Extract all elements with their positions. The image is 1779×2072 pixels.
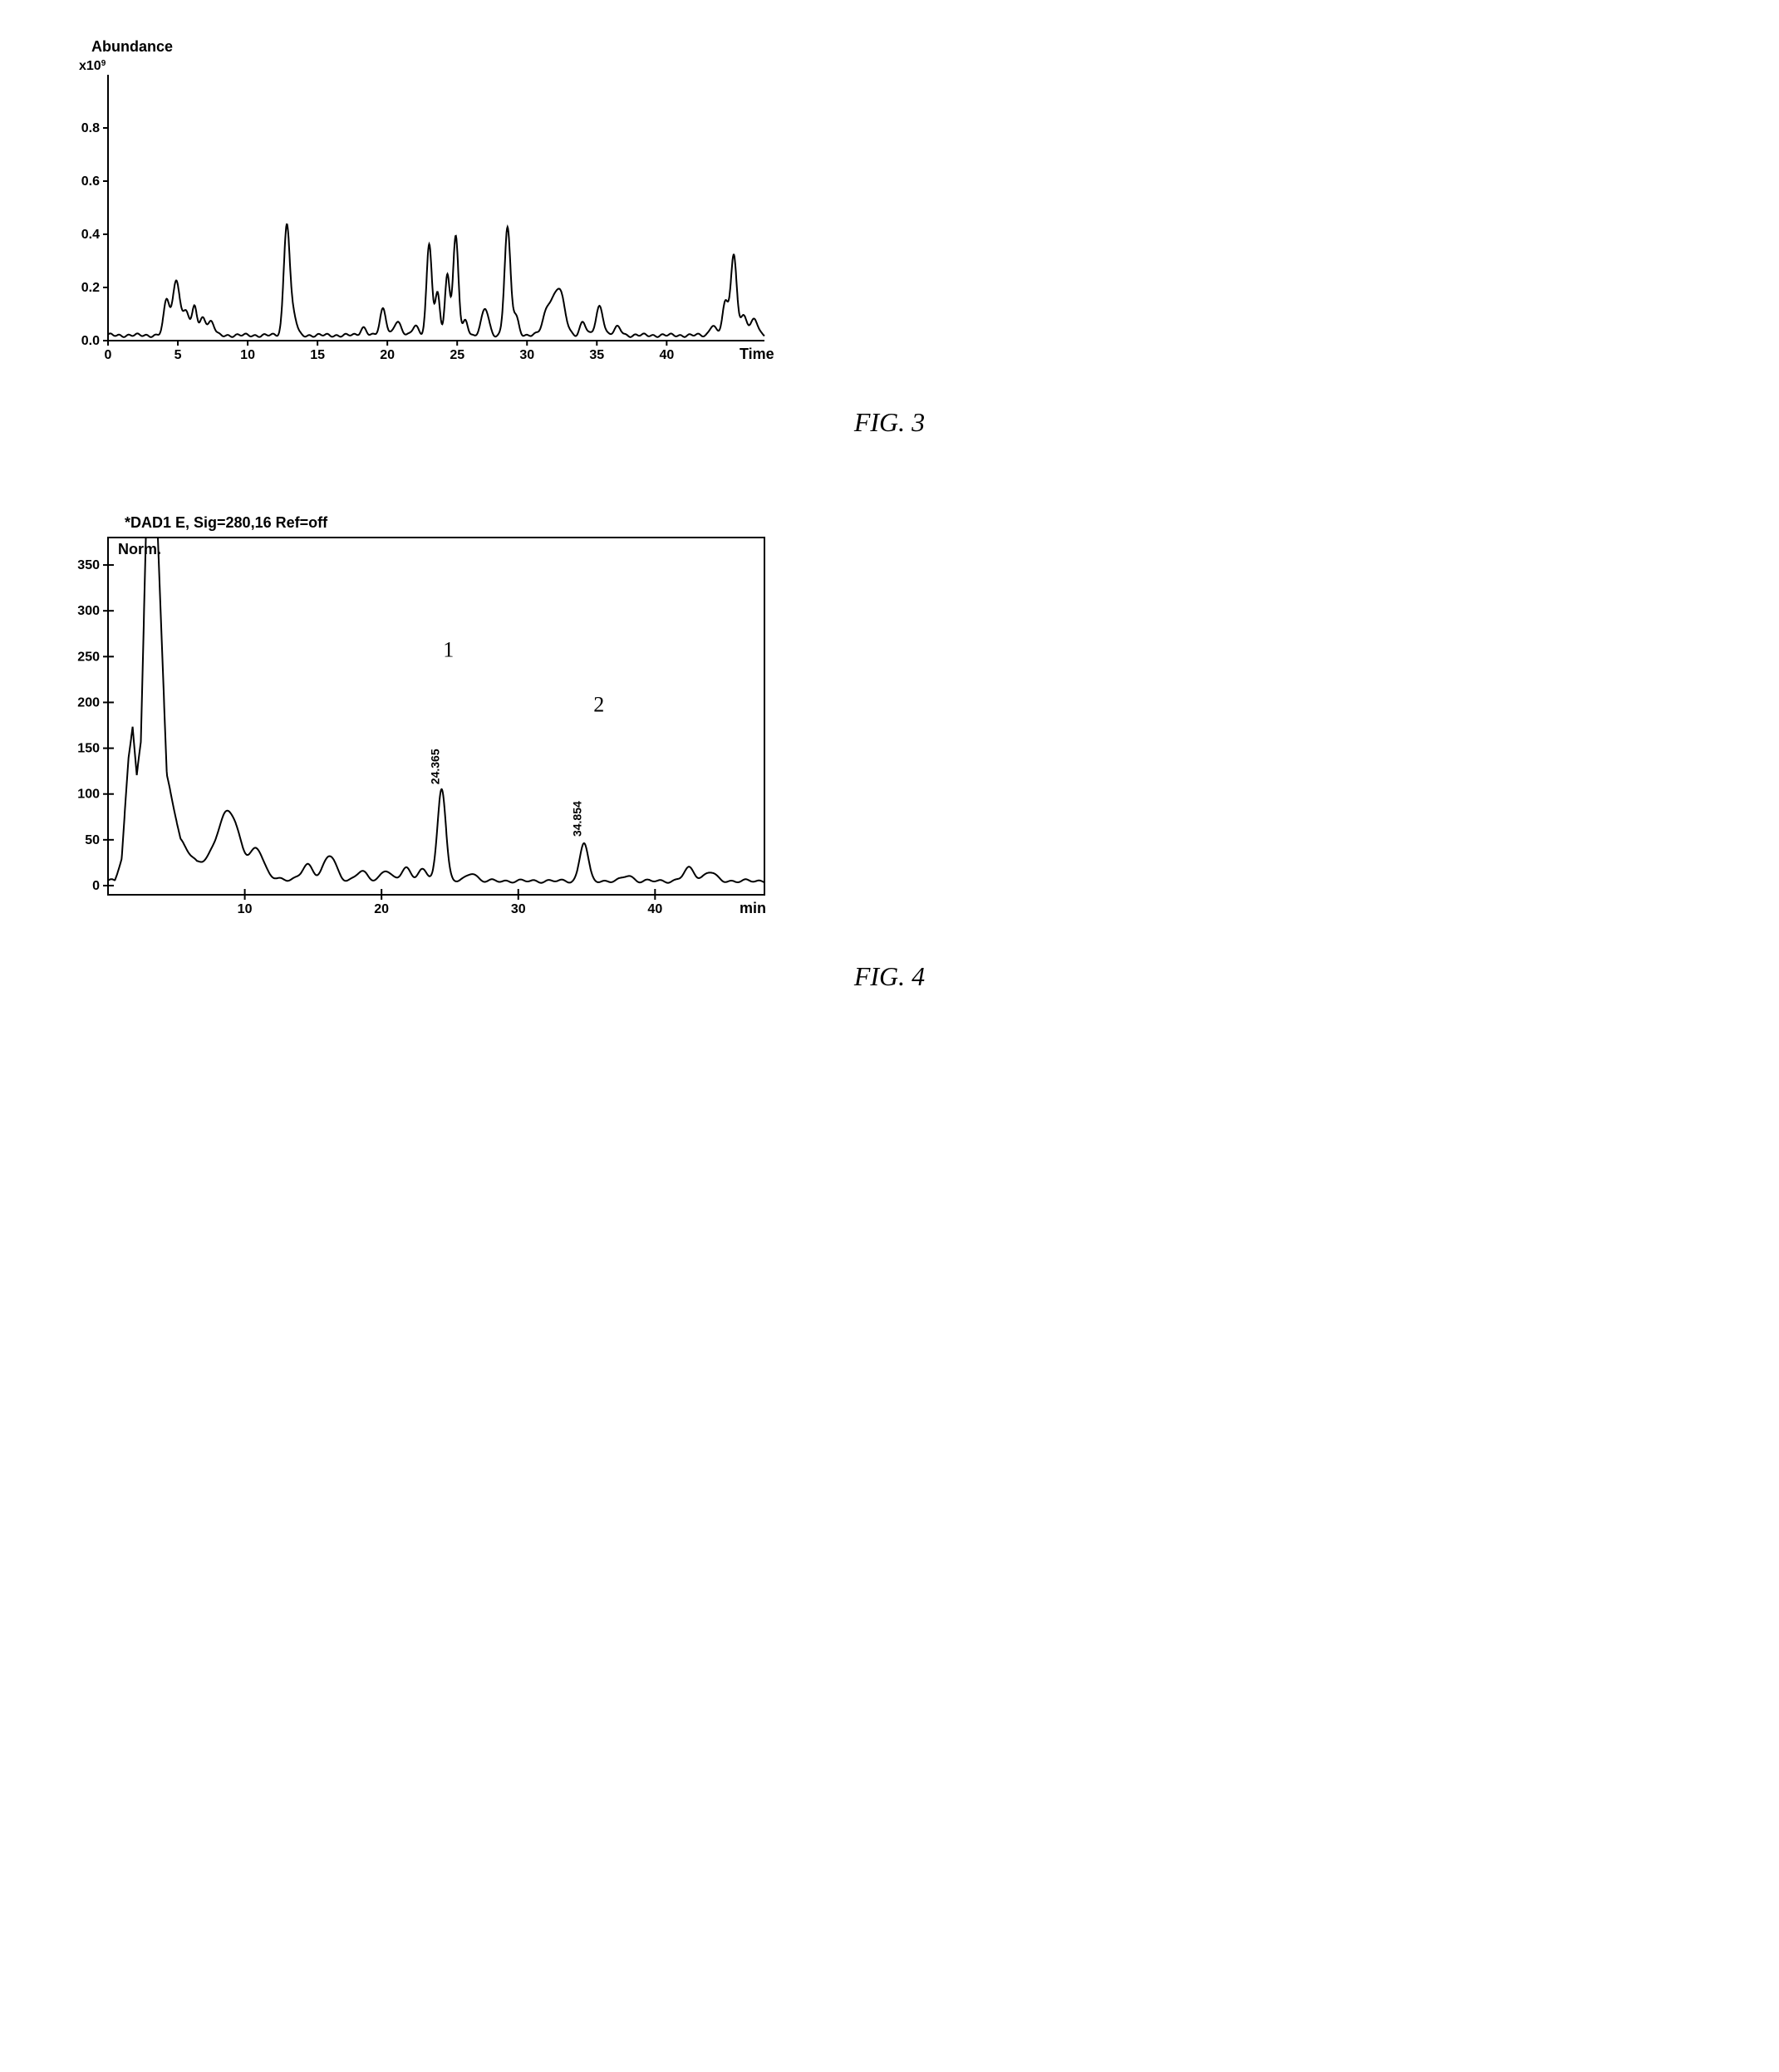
svg-text:Time: Time (740, 346, 774, 362)
svg-text:0: 0 (105, 348, 112, 362)
svg-text:34.854: 34.854 (571, 801, 584, 837)
svg-text:0.2: 0.2 (81, 281, 100, 295)
svg-text:40: 40 (647, 902, 662, 916)
svg-text:20: 20 (380, 348, 395, 362)
svg-text:Norm.: Norm. (118, 541, 161, 557)
svg-text:*DAD1 E, Sig=280,16 Ref=off: *DAD1 E, Sig=280,16 Ref=off (125, 514, 328, 531)
svg-text:150: 150 (77, 742, 100, 756)
svg-text:25: 25 (450, 348, 464, 362)
svg-text:100: 100 (77, 788, 100, 802)
svg-text:250: 250 (77, 650, 100, 664)
svg-text:20: 20 (374, 902, 389, 916)
svg-text:350: 350 (77, 558, 100, 572)
svg-text:15: 15 (310, 348, 325, 362)
svg-text:10: 10 (238, 902, 253, 916)
fig3-chart: Abundance x109 0.0 0.2 0.4 0.6 0.8 0 5 10 15 20 25 30… (33, 33, 1746, 382)
svg-text:300: 300 (77, 604, 100, 618)
svg-text:min: min (740, 900, 766, 916)
svg-text:Abundance: Abundance (91, 38, 173, 55)
svg-text:0.0: 0.0 (81, 334, 100, 348)
fig3-caption: FIG. 3 (33, 407, 1746, 438)
fig4-svg: *DAD1 E, Sig=280,16 Ref=off Norm. 0 50 100 15… (33, 504, 781, 936)
figure-4-block: *DAD1 E, Sig=280,16 Ref=off Norm. 0 50 100 15… (33, 504, 1746, 992)
svg-text:0: 0 (92, 879, 100, 893)
svg-text:2: 2 (593, 692, 604, 716)
svg-text:35: 35 (589, 348, 604, 362)
svg-text:24.365: 24.365 (429, 749, 442, 784)
fig3-svg: Abundance x109 0.0 0.2 0.4 0.6 0.8 0 5 10 15 20 25 30… (33, 33, 781, 382)
svg-text:5: 5 (174, 348, 182, 362)
svg-text:40: 40 (659, 348, 674, 362)
svg-text:0.4: 0.4 (81, 228, 100, 242)
svg-text:x109: x109 (79, 59, 106, 74)
svg-text:50: 50 (85, 833, 100, 847)
svg-text:1: 1 (443, 637, 454, 661)
fig4-caption: FIG. 4 (33, 961, 1746, 992)
fig4-chart: *DAD1 E, Sig=280,16 Ref=off Norm. 0 50 100 15… (33, 504, 1746, 936)
svg-text:30: 30 (511, 902, 526, 916)
svg-text:0.8: 0.8 (81, 121, 100, 135)
figure-3-block: Abundance x109 0.0 0.2 0.4 0.6 0.8 0 5 10 15 20 25 30… (33, 33, 1746, 438)
svg-text:30: 30 (519, 348, 534, 362)
svg-text:0.6: 0.6 (81, 174, 100, 189)
svg-text:200: 200 (77, 695, 100, 709)
svg-text:10: 10 (240, 348, 255, 362)
